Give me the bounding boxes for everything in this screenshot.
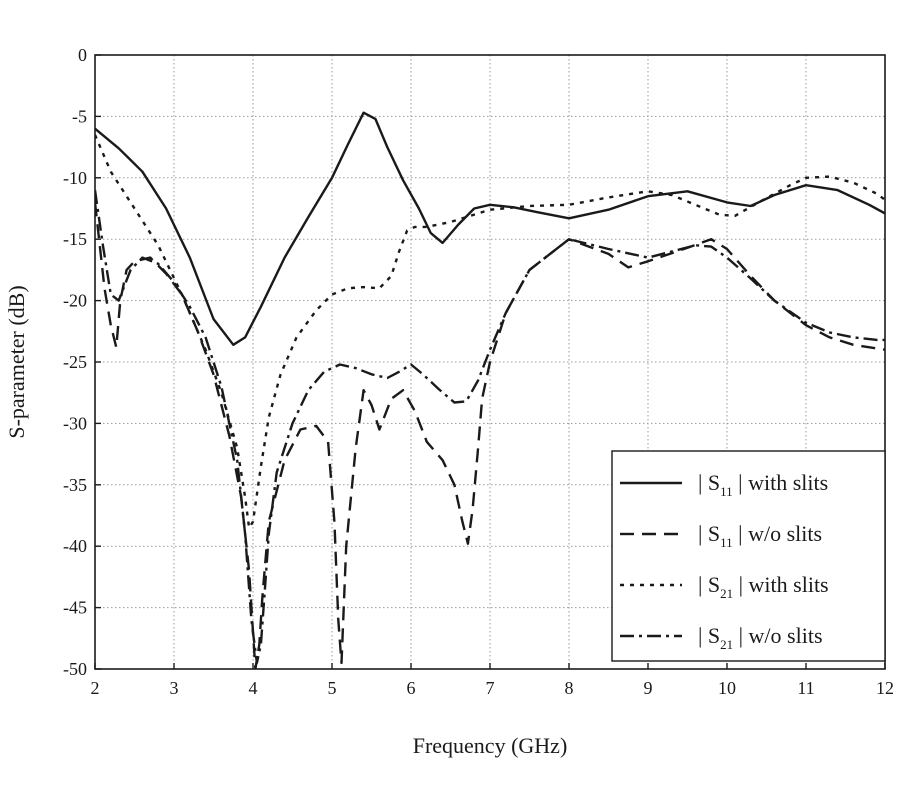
x-axis-title: Frequency (GHz) xyxy=(413,733,568,758)
y-tick-label: -50 xyxy=(63,659,87,679)
y-tick-labels: 0 -5 -10 -15 -20 -25 -30 -35 -40 -45 -50 xyxy=(63,45,87,679)
legend: | S11 | with slits | S11 | w/o slits | S21… xyxy=(611,450,886,662)
x-tick-label: 5 xyxy=(328,678,337,698)
legend-label-2: | S11 | w/o slits xyxy=(698,521,822,550)
y-tick-label: -25 xyxy=(63,352,87,372)
y-tick-label: -15 xyxy=(63,229,87,249)
y-tick-label: 0 xyxy=(78,45,87,65)
x-tick-label: 2 xyxy=(91,678,100,698)
legend-label-4: | S21 | w/o slits xyxy=(698,623,823,652)
x-tick-label: 4 xyxy=(249,678,258,698)
series-lines xyxy=(95,111,885,669)
x-tick-label: 8 xyxy=(565,678,574,698)
y-tick-label: -35 xyxy=(63,475,87,495)
x-tick-label: 7 xyxy=(486,678,495,698)
y-tick-label: -40 xyxy=(63,536,87,556)
x-tick-label: 9 xyxy=(644,678,653,698)
legend-label-3: | S21 | with slits xyxy=(698,572,829,601)
legend-label-1: | S11 | with slits xyxy=(698,470,828,499)
series-line-2 xyxy=(95,202,885,669)
series-line-4 xyxy=(95,189,885,665)
x-tick-labels: 2 3 4 5 6 7 8 9 10 11 12 xyxy=(91,678,895,698)
y-tick-label: -30 xyxy=(63,413,87,433)
series-line-1 xyxy=(95,111,885,346)
x-tick-label: 12 xyxy=(876,678,894,698)
y-tick-label: -5 xyxy=(72,106,87,126)
series-line-3 xyxy=(95,134,885,529)
y-tick-label: -10 xyxy=(63,168,87,188)
x-tick-label: 11 xyxy=(797,678,814,698)
x-tick-label: 3 xyxy=(170,678,179,698)
y-tick-label: -20 xyxy=(63,291,87,311)
y-tick-label: -45 xyxy=(63,598,87,618)
y-axis-title: S-parameter (dB) xyxy=(4,285,29,438)
legend-box xyxy=(611,450,886,662)
axis-ticks xyxy=(94,54,886,670)
x-tick-label: 10 xyxy=(718,678,736,698)
x-tick-label: 6 xyxy=(407,678,416,698)
